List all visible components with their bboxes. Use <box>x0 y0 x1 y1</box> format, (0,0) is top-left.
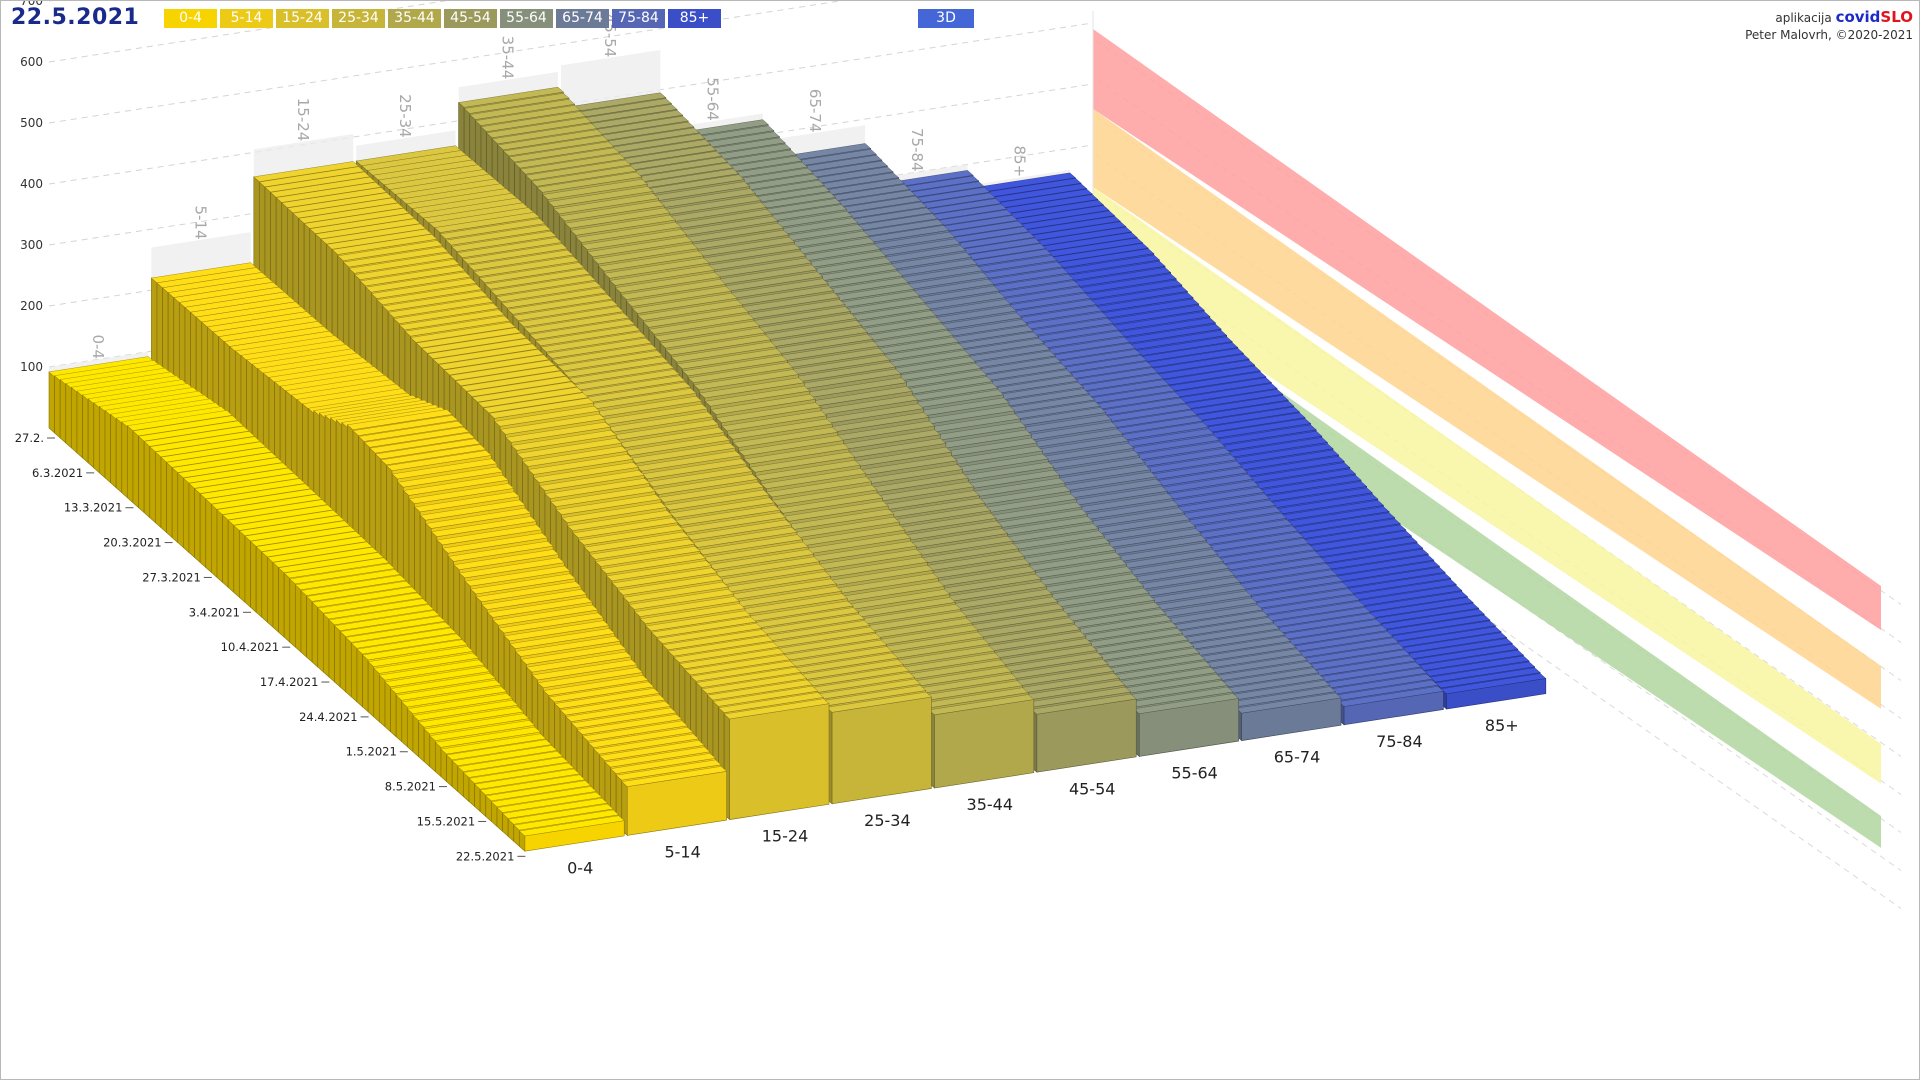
y-tick-label-300: 300 <box>20 238 43 252</box>
author-credit: Peter Malovrh, ©2020-2021 <box>1745 28 1913 42</box>
peak-label-65-74: 65-74 <box>806 89 824 133</box>
credits: aplikacija covidSLO Peter Malovrh, ©2020… <box>1745 9 1913 44</box>
legend-item-0-4[interactable]: 0-4 <box>164 9 217 28</box>
wall-gridline <box>1095 344 1902 909</box>
y-axis-labels: 100 200 300 400 500 600 700 <box>20 1 43 374</box>
y-tick-label-600: 600 <box>20 55 43 69</box>
category-axis: 0-4 5-14 15-24 25-34 35-44 45-54 55-64 65-74 75-… <box>567 716 1519 877</box>
category-label-25-34: 25-34 <box>864 811 911 830</box>
category-label-0-4: 0-4 <box>567 858 593 877</box>
date-tick-label-1.5.2021: 1.5.2021 <box>346 745 397 759</box>
legend-item-55-64[interactable]: 55-64 <box>500 9 553 28</box>
y-tick-label-700: 700 <box>20 1 43 8</box>
app-name-covid[interactable]: covid <box>1835 8 1881 26</box>
y-tick-label-200: 200 <box>20 299 43 313</box>
date-tick-label-8.5.2021: 8.5.2021 <box>385 780 436 794</box>
category-label-15-24: 15-24 <box>762 827 809 846</box>
date-tick-label-22.5.2021: 22.5.2021 <box>456 849 515 863</box>
category-label-65-74: 65-74 <box>1274 748 1321 767</box>
wall-gridline <box>1095 192 1902 757</box>
bar-75-84-day-84 <box>1338 686 1444 726</box>
3d-mode-button[interactable]: 3D <box>918 9 974 28</box>
date-tick-label-27.3.2021: 27.3.2021 <box>142 570 201 584</box>
legend-item-15-24[interactable]: 15-24 <box>276 9 329 28</box>
category-label-5-14: 5-14 <box>664 843 700 862</box>
bar-5-14-day-84 <box>621 766 728 837</box>
y-tick-label-100: 100 <box>20 360 43 374</box>
bars-3d <box>48 86 1547 852</box>
category-label-35-44: 35-44 <box>967 795 1014 814</box>
bar-55-64-day-84 <box>1133 693 1240 758</box>
bar-45-54-day-84 <box>1030 693 1137 773</box>
date-tick-label-17.4.2021: 17.4.2021 <box>260 675 319 689</box>
peak-label-85+: 85+ <box>1011 145 1029 177</box>
peak-label-35-44: 35-44 <box>499 36 517 80</box>
category-label-55-64: 55-64 <box>1171 764 1218 783</box>
bar-65-74-day-84 <box>1235 692 1342 742</box>
category-label-45-54: 45-54 <box>1069 779 1116 798</box>
peak-label-5-14: 5-14 <box>191 205 209 239</box>
legend-item-65-74[interactable]: 65-74 <box>556 9 609 28</box>
legend-item-85+[interactable]: 85+ <box>668 9 721 28</box>
app-name-slo[interactable]: SLO <box>1880 8 1913 26</box>
peak-label-15-24: 15-24 <box>294 98 312 142</box>
date-tick-label-10.4.2021: 10.4.2021 <box>221 640 280 654</box>
legend-item-35-44[interactable]: 35-44 <box>388 9 441 28</box>
y-tick-label-500: 500 <box>20 116 43 130</box>
bar-25-34-day-84 <box>826 691 932 805</box>
age-group-legend: 0-4 5-14 15-24 25-34 35-44 45-54 55-64 65-74 75-… <box>164 9 721 28</box>
peak-label-55-64: 55-64 <box>703 77 721 121</box>
wall-band-1 <box>1093 29 1881 630</box>
category-label-75-84: 75-84 <box>1376 732 1423 751</box>
category-label-85+: 85+ <box>1485 716 1519 735</box>
bar-0-4-day-84 <box>518 815 625 852</box>
date-axis: 27.2. 6.3.2021 13.3.2021 20.3.2021 27.3.2021… <box>15 431 526 863</box>
peak-label-75-84: 75-84 <box>908 128 926 172</box>
date-tick-label-3.4.2021: 3.4.2021 <box>189 605 240 619</box>
legend-item-25-34[interactable]: 25-34 <box>332 9 385 28</box>
app-label: aplikacija <box>1775 11 1832 25</box>
y-tick-label-400: 400 <box>20 177 43 191</box>
date-tick-label-24.4.2021: 24.4.2021 <box>299 710 358 724</box>
wall-band-2 <box>1093 109 1881 709</box>
peak-label-0-4: 0-4 <box>89 335 107 360</box>
legend-item-75-84[interactable]: 75-84 <box>612 9 665 28</box>
legend-item-5-14[interactable]: 5-14 <box>220 9 273 28</box>
wall-band-3 <box>1093 187 1881 784</box>
current-date-title: 22.5.2021 <box>11 5 140 30</box>
date-tick-label-27.2.: 27.2. <box>15 431 44 445</box>
header-bar: 22.5.2021 0-4 5-14 15-24 25-34 35-44 45-54 55-… <box>1 1 1919 42</box>
date-tick-label-6.3.2021: 6.3.2021 <box>32 466 83 480</box>
date-tick-label-15.5.2021: 15.5.2021 <box>417 814 476 828</box>
bar-35-44-day-84 <box>928 694 1035 789</box>
app-credit-line: aplikacija covidSLO <box>1745 9 1913 27</box>
wall-gridline <box>1095 306 1902 871</box>
date-tick-label-13.3.2021: 13.3.2021 <box>64 501 123 515</box>
peak-label-25-34: 25-34 <box>396 94 414 138</box>
legend-item-45-54[interactable]: 45-54 <box>444 9 497 28</box>
date-tick-label-20.3.2021: 20.3.2021 <box>103 536 162 550</box>
bar-15-24-day-84 <box>723 698 830 821</box>
